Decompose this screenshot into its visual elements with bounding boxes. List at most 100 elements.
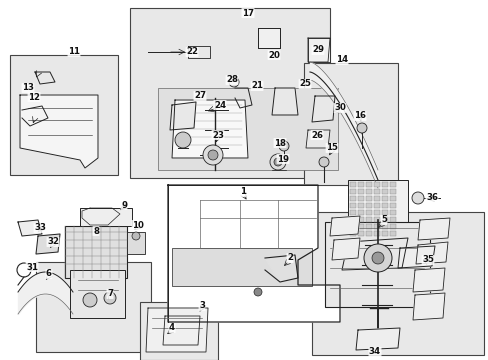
Bar [357,203,363,208]
Polygon shape [331,238,359,260]
Bar [373,196,379,201]
Text: 32: 32 [47,238,59,247]
Text: 16: 16 [353,112,365,121]
Bar [381,210,387,215]
Bar [381,189,387,194]
Polygon shape [18,220,42,236]
Bar [349,224,355,229]
Bar [349,231,355,236]
Text: 2: 2 [286,253,292,262]
Circle shape [363,244,391,272]
Text: 26: 26 [310,130,323,139]
Text: 27: 27 [194,91,205,100]
Text: 15: 15 [325,144,337,153]
Text: 35: 35 [421,256,433,265]
Text: 20: 20 [267,50,279,59]
Bar [373,182,379,187]
Bar [357,210,363,215]
Bar [373,189,379,194]
Bar [389,182,395,187]
Bar [10,55,118,175]
Polygon shape [417,218,449,240]
Bar [373,224,379,229]
Bar [36,262,151,352]
Bar [172,248,311,286]
Bar [381,224,387,229]
Text: 33: 33 [34,224,46,233]
Bar [357,182,363,187]
Text: 31: 31 [26,262,38,271]
Polygon shape [168,185,339,322]
Bar [381,231,387,236]
Bar [373,210,379,215]
Bar [70,270,125,318]
Polygon shape [170,102,196,130]
Text: 30: 30 [333,104,345,112]
Bar [365,203,371,208]
Bar [381,196,387,201]
Text: 14: 14 [335,55,347,64]
Circle shape [279,141,288,151]
Text: 9: 9 [121,201,127,210]
Bar [130,8,329,178]
Polygon shape [412,268,444,292]
Polygon shape [36,234,60,254]
Bar [389,210,395,215]
Circle shape [83,293,97,307]
Circle shape [175,132,191,148]
Polygon shape [341,238,407,270]
Text: 10: 10 [132,220,143,230]
Polygon shape [412,293,444,320]
Bar [365,189,371,194]
Bar [349,189,355,194]
Text: 24: 24 [214,100,225,109]
Bar [365,224,371,229]
Bar [365,210,371,215]
Bar [349,196,355,201]
Bar [357,189,363,194]
Bar [381,217,387,222]
Polygon shape [264,255,297,282]
Polygon shape [20,95,98,168]
Polygon shape [311,96,334,122]
Bar [357,231,363,236]
Circle shape [132,232,140,240]
Polygon shape [305,130,329,148]
Text: 5: 5 [380,216,386,225]
Text: 1: 1 [240,188,245,197]
Text: 22: 22 [185,48,198,57]
Text: 19: 19 [276,154,288,163]
Circle shape [356,123,366,133]
Text: 36: 36 [425,193,437,202]
Circle shape [207,150,218,160]
Bar [80,208,132,226]
Polygon shape [397,246,434,268]
Bar [140,302,218,360]
Text: 25: 25 [299,80,310,89]
Bar [389,224,395,229]
Circle shape [203,145,223,165]
Bar [258,28,280,48]
Polygon shape [355,328,399,350]
Polygon shape [172,100,247,158]
Text: 13: 13 [22,84,34,93]
Bar [357,196,363,201]
Bar [158,88,337,170]
Bar [389,196,395,201]
Circle shape [411,192,423,204]
Bar [325,222,429,307]
Bar [127,232,145,254]
Circle shape [318,157,328,167]
Bar [65,226,127,278]
Polygon shape [329,216,359,236]
Bar [347,180,407,242]
Text: 17: 17 [242,9,254,18]
Bar [365,182,371,187]
Circle shape [273,158,282,166]
Bar [349,217,355,222]
Bar [389,217,395,222]
Text: 7: 7 [107,289,113,298]
Text: 29: 29 [311,45,324,54]
Circle shape [104,292,116,304]
Text: 18: 18 [273,139,285,148]
